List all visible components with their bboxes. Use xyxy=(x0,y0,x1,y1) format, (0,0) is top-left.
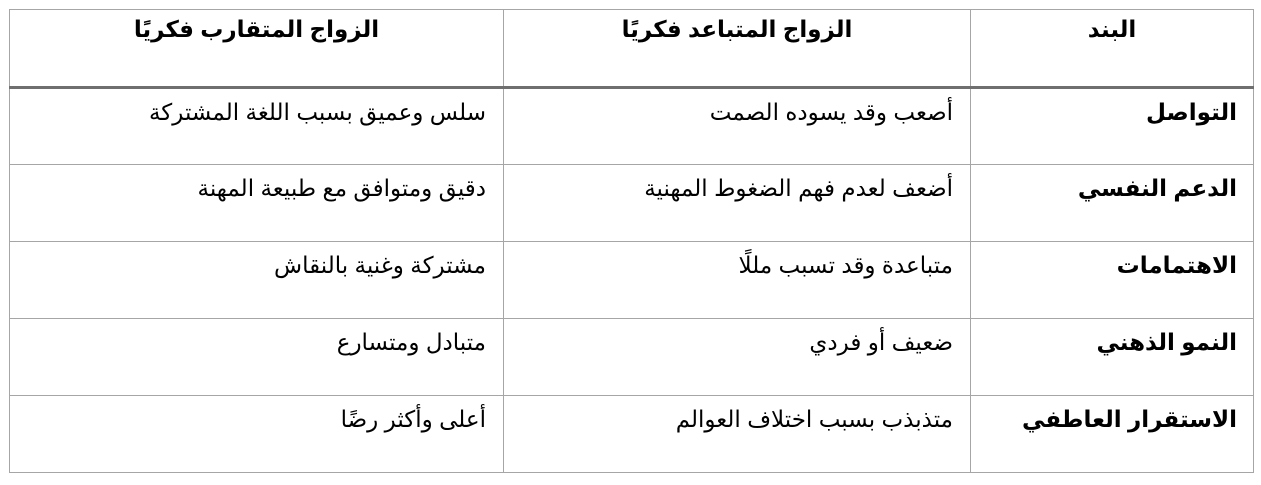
table-row: الدعم النفسي أضعف لعدم فهم الضغوط المهنية… xyxy=(9,164,1254,242)
header-distant-marriage: الزواج المتباعد فكريًا xyxy=(503,9,971,89)
row-item: الاهتمامات xyxy=(970,241,1254,319)
row-distant-value: ضعيف أو فردي xyxy=(503,318,971,396)
row-item: الدعم النفسي xyxy=(970,164,1254,242)
row-item: التواصل xyxy=(970,87,1254,165)
table-row: التواصل أصعب وقد يسوده الصمت سلس وعميق بسب… xyxy=(9,87,1254,165)
row-distant-value: أضعف لعدم فهم الضغوط المهنية xyxy=(503,164,971,242)
row-item: النمو الذهني xyxy=(970,318,1254,396)
row-item: الاستقرار العاطفي xyxy=(970,395,1254,473)
row-close-value: متبادل ومتسارع xyxy=(9,318,504,396)
comparison-table: البند الزواج المتباعد فكريًا الزواج المت… xyxy=(9,9,1254,473)
header-item: البند xyxy=(970,9,1254,89)
header-row: البند الزواج المتباعد فكريًا الزواج المت… xyxy=(9,9,1254,89)
row-close-value: دقيق ومتوافق مع طبيعة المهنة xyxy=(9,164,504,242)
row-close-value: مشتركة وغنية بالنقاش xyxy=(9,241,504,319)
row-close-value: أعلى وأكثر رضًا xyxy=(9,395,504,473)
table-row: النمو الذهني ضعيف أو فردي متبادل ومتسارع xyxy=(9,318,1254,396)
row-distant-value: متذبذب بسبب اختلاف العوالم xyxy=(503,395,971,473)
header-close-marriage: الزواج المتقارب فكريًا xyxy=(9,9,504,89)
row-close-value: سلس وعميق بسبب اللغة المشتركة xyxy=(9,87,504,165)
table-row: الاستقرار العاطفي متذبذب بسبب اختلاف العو… xyxy=(9,395,1254,473)
table-row: الاهتمامات متباعدة وقد تسبب مللًا مشتركة و… xyxy=(9,241,1254,319)
row-distant-value: متباعدة وقد تسبب مللًا xyxy=(503,241,971,319)
row-distant-value: أصعب وقد يسوده الصمت xyxy=(503,87,971,165)
